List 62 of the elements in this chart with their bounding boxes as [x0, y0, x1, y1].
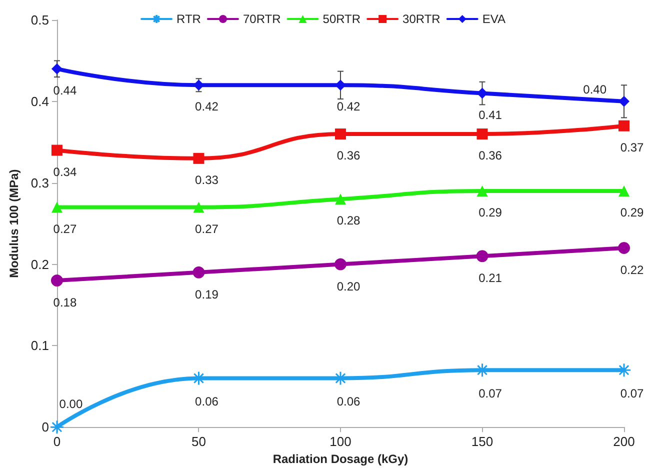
- point: [476, 128, 488, 140]
- data-label: 0.07: [620, 386, 644, 400]
- point: [618, 242, 630, 254]
- point: [193, 152, 204, 164]
- data-label: 0.42: [336, 100, 360, 114]
- data-label: 0.34: [53, 164, 77, 179]
- data-label: 0.18: [53, 296, 77, 310]
- data-label: 0.07: [478, 386, 502, 400]
- data-label: 0.21: [478, 271, 502, 286]
- data-label: 0.44: [53, 83, 77, 98]
- legend-label: 30RTR: [402, 12, 441, 26]
- data-label: 0.06: [195, 394, 219, 408]
- legend-label: RTR: [176, 12, 202, 26]
- data-label: 0.37: [620, 140, 644, 154]
- x-tick-label: 0: [53, 434, 61, 450]
- data-label: 0.29: [478, 205, 502, 220]
- point: [50, 420, 64, 434]
- data-label: 0.19: [195, 287, 219, 302]
- y-tick-label: 0.3: [30, 175, 49, 190]
- data-label: 0.42: [195, 100, 219, 114]
- data-label: 0.29: [620, 205, 644, 220]
- data-label: 0.00: [59, 396, 83, 411]
- point: [51, 202, 62, 213]
- legend-label: 70RTR: [242, 12, 282, 26]
- legend-label: 50RTR: [322, 12, 361, 26]
- point: [616, 362, 632, 378]
- x-tick-label: 200: [613, 434, 635, 450]
- y-tick-label: 0: [42, 420, 49, 435]
- y-tick-label: 0.4: [30, 94, 49, 109]
- x-tick-label: 150: [471, 434, 494, 450]
- y-tick-label: 0.2: [30, 256, 49, 272]
- point: [193, 202, 204, 213]
- point: [618, 185, 630, 196]
- point: [334, 258, 346, 270]
- data-label: 0.06: [336, 394, 360, 408]
- data-label: 0.33: [195, 172, 219, 187]
- data-label: 0.40: [583, 82, 607, 96]
- data-label: 0.36: [336, 148, 360, 162]
- y-tick-label: 0.1: [30, 338, 49, 354]
- data-label: 0.20: [336, 279, 360, 294]
- x-tick-label: 50: [191, 434, 206, 450]
- data-label: 0.27: [195, 222, 219, 236]
- point: [334, 128, 346, 140]
- point: [334, 194, 346, 205]
- y-tick-label: 0.5: [30, 12, 49, 28]
- data-label: 0.27: [53, 222, 77, 236]
- x-tick-label: 100: [330, 434, 352, 450]
- data-label: 0.41: [478, 108, 502, 122]
- point: [476, 250, 488, 262]
- point: [50, 274, 63, 287]
- point: [618, 96, 630, 107]
- x-axis-title: Radiation Dosage (kGy): [272, 452, 408, 466]
- y-axis-title: Modulus 100 (MPa): [7, 169, 21, 278]
- point: [192, 266, 205, 278]
- data-label: 0.22: [620, 262, 644, 277]
- point: [476, 185, 488, 196]
- point: [51, 63, 62, 74]
- data-label: 0.36: [478, 148, 502, 162]
- legend-label: EVA: [482, 12, 506, 26]
- point: [618, 120, 630, 132]
- data-label: 0.28: [336, 214, 360, 228]
- point: [51, 144, 62, 156]
